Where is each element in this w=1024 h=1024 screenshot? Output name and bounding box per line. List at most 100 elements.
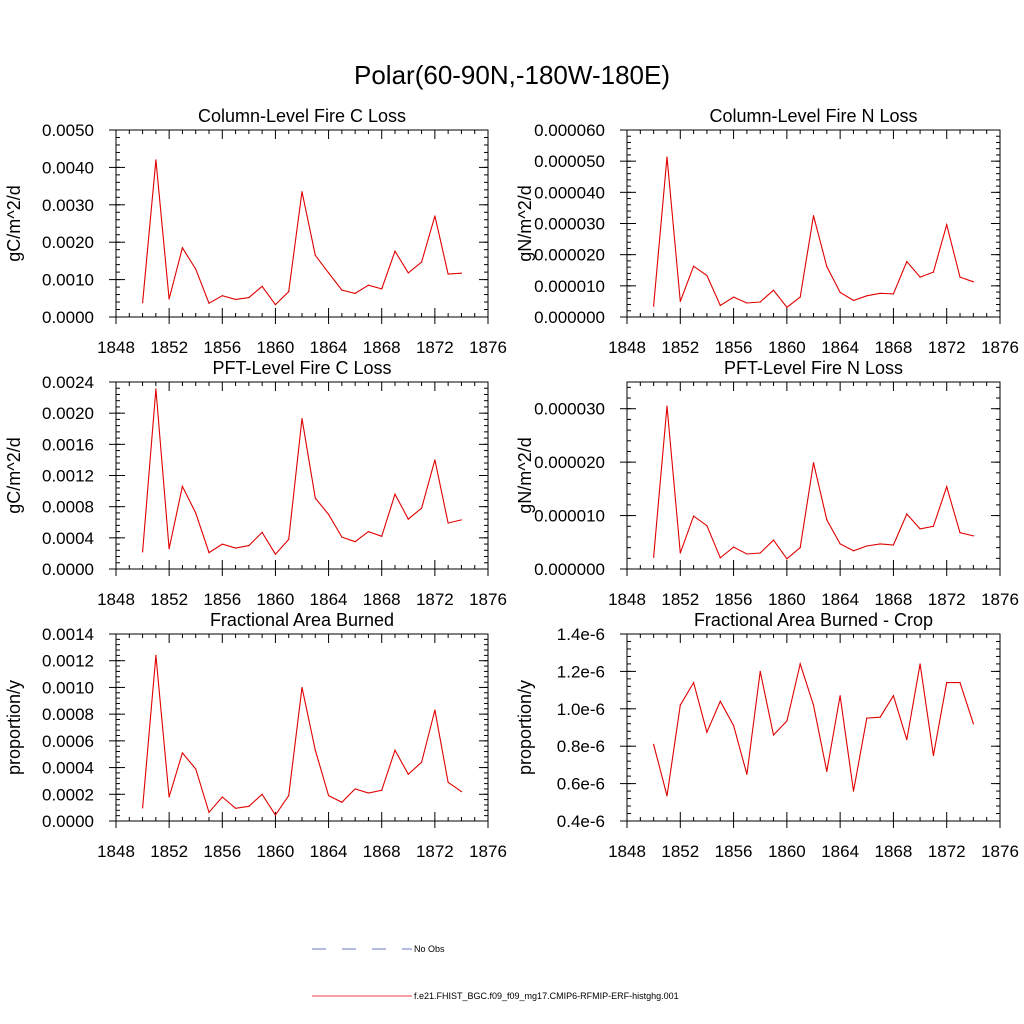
- data-point-1866: [354, 541, 356, 543]
- y-tick-label: 0.000040: [534, 183, 605, 202]
- y-tick-label: 0.000000: [534, 560, 605, 579]
- data-point-1866: [354, 788, 356, 790]
- data-point-1866: [866, 545, 868, 547]
- data-point-1862: [301, 686, 303, 689]
- chart-panel-2: Column-Level Fire N Loss gN/m^2/d 1848 1852…: [515, 106, 1019, 357]
- y-tick-label: 0.0008: [42, 498, 94, 517]
- x-tick-label: 1852: [661, 590, 699, 609]
- chart-panel-6: Fractional Area Burned - Crop proportion/…: [515, 610, 1019, 861]
- x-tick-label: 1868: [875, 590, 913, 609]
- panel-title: PFT-Level Fire N Loss: [724, 358, 903, 378]
- y-tick-label: 0.000030: [534, 400, 605, 419]
- data-point-1867: [367, 531, 370, 533]
- x-tick-label: 1864: [821, 842, 859, 861]
- data-point-1857: [746, 302, 748, 304]
- data-point-1857: [746, 773, 748, 775]
- y-tick-label: 0.000060: [534, 121, 605, 140]
- data-point-1854: [195, 768, 197, 770]
- data-point-1868: [381, 535, 383, 537]
- y-tick-label: 0.0004: [42, 529, 94, 548]
- y-tick-label: 0.000020: [534, 246, 605, 265]
- y-axis-label: gN/m^2/d: [515, 185, 535, 261]
- x-tick-label: 1876: [469, 338, 507, 357]
- data-point-1856: [732, 725, 735, 727]
- x-tick-label: 1852: [150, 338, 188, 357]
- x-tick-label: 1864: [821, 338, 859, 357]
- data-point-1852: [679, 552, 681, 554]
- data-point-1856: [221, 796, 223, 798]
- figure-title: Polar(60-90N,-180W-180E): [354, 60, 670, 90]
- data-point-1854: [706, 274, 708, 277]
- data-point-1859: [772, 734, 775, 736]
- data-point-1850: [141, 807, 144, 809]
- data-point-1851: [155, 654, 157, 656]
- y-tick-label: 0.000030: [534, 215, 605, 234]
- x-tick-label: 1864: [310, 590, 348, 609]
- data-point-1857: [234, 807, 237, 809]
- x-tick-label: 1852: [661, 842, 699, 861]
- y-tick-label: 0.0030: [42, 196, 94, 215]
- x-tick-label: 1864: [310, 842, 348, 861]
- data-point-1852: [679, 704, 681, 706]
- data-point-1860: [274, 304, 277, 306]
- chart-panel-5: Fractional Area Burned proportion/y 1848 18…: [4, 610, 507, 861]
- x-tick-label: 1848: [608, 590, 646, 609]
- y-tick-label: 1.2e-6: [557, 662, 605, 681]
- data-point-1851: [666, 795, 668, 797]
- data-point-1874: [972, 281, 974, 283]
- y-tick-label: 0.0016: [42, 435, 94, 454]
- x-tick-label: 1856: [715, 338, 753, 357]
- data-point-1859: [772, 539, 775, 541]
- series-line: [142, 159, 462, 306]
- data-point-1861: [799, 547, 801, 549]
- series-line: [653, 661, 974, 796]
- x-tick-label: 1848: [97, 842, 135, 861]
- legend-label-model-run: f.e21.FHIST_BGC.f09_f09_mg17.CMIP6-RFMIP…: [414, 991, 679, 1001]
- data-point-1871: [420, 761, 423, 763]
- y-tick-label: 0.0024: [42, 373, 94, 392]
- data-point-1859: [261, 793, 263, 795]
- data-point-1856: [732, 296, 735, 298]
- data-point-1867: [879, 543, 881, 545]
- series-line: [142, 655, 462, 816]
- data-point-1858: [759, 301, 761, 303]
- data-point-1857: [234, 547, 237, 549]
- data-point-1867: [367, 284, 370, 286]
- x-tick-label: 1876: [981, 338, 1019, 357]
- data-point-1860: [786, 558, 788, 560]
- data-point-1869: [394, 493, 396, 495]
- x-tick-label: 1860: [257, 590, 295, 609]
- x-tick-label: 1876: [469, 842, 507, 861]
- x-tick-label: 1860: [768, 338, 806, 357]
- data-point-1850: [141, 302, 144, 304]
- data-point-1861: [288, 290, 290, 293]
- data-point-1868: [381, 288, 383, 290]
- data-point-1855: [719, 557, 721, 559]
- data-point-1865: [341, 289, 343, 291]
- data-point-1865: [341, 801, 343, 803]
- data-point-1871: [420, 261, 423, 263]
- y-tick-label: 0.0012: [42, 467, 94, 486]
- x-tick-label: 1868: [363, 590, 401, 609]
- x-tick-label: 1872: [928, 842, 966, 861]
- data-point-1851: [155, 388, 157, 390]
- y-tick-label: 0.000010: [534, 277, 605, 296]
- data-point-1860: [786, 306, 788, 308]
- data-point-1853: [693, 265, 695, 267]
- data-point-1867: [879, 716, 881, 718]
- chart-panel-1: Column-Level Fire C Loss gC/m^2/d 1848 1852…: [4, 106, 507, 357]
- y-tick-label: 0.0010: [42, 271, 94, 290]
- data-point-1853: [693, 682, 695, 684]
- legend-label-no-obs: No Obs: [414, 944, 445, 954]
- data-point-1870: [407, 272, 409, 274]
- y-tick-label: 0.8e-6: [557, 737, 605, 756]
- data-point-1852: [679, 300, 681, 303]
- data-point-1855: [208, 552, 210, 554]
- x-tick-label: 1872: [928, 338, 966, 357]
- y-tick-label: 0.6e-6: [557, 775, 605, 794]
- data-point-1861: [288, 538, 290, 540]
- data-point-1869: [394, 749, 396, 751]
- data-point-1858: [248, 545, 250, 547]
- panel-title: Column-Level Fire N Loss: [709, 106, 917, 126]
